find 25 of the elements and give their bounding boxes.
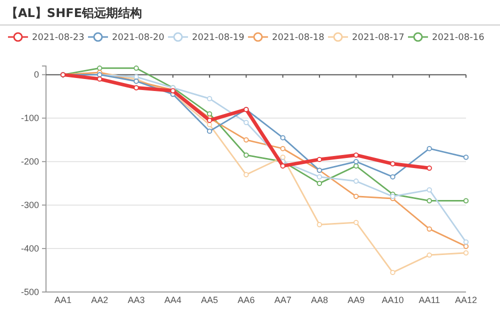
legend-label: 2021-08-23	[32, 33, 84, 44]
x-tick-label: AA6	[238, 295, 255, 306]
legend-label: 2021-08-17	[352, 33, 404, 44]
x-tick-label: AA12	[454, 295, 478, 306]
y-tick-label: -500	[20, 286, 39, 297]
x-tick-label: AA11	[418, 295, 440, 306]
legend-label: 2021-08-18	[272, 33, 325, 44]
y-tick-label: -300	[20, 200, 39, 210]
x-tick-label: AA3	[128, 295, 145, 306]
y-tick-label: -200	[20, 156, 39, 166]
y-tick-label: -100	[20, 113, 39, 124]
y-tick-label: 0	[34, 70, 39, 80]
legend-label: 2021-08-16	[432, 33, 485, 44]
x-tick-label: AA7	[274, 295, 292, 306]
y-tick-label: -400	[20, 243, 39, 254]
x-tick-label: AA2	[91, 295, 108, 306]
x-tick-label: AA9	[348, 295, 365, 306]
x-tick-label: AA4	[164, 295, 182, 306]
legend-label: 2021-08-20	[112, 33, 165, 44]
chart-title: 【AL】SHFE铝远期结构	[6, 6, 142, 20]
x-tick-label: AA10	[382, 295, 404, 306]
x-tick-label: AA1	[54, 295, 72, 306]
legend-label: 2021-08-19	[192, 33, 245, 44]
x-tick-label: AA5	[201, 295, 218, 306]
x-tick-label: AA8	[310, 295, 328, 306]
